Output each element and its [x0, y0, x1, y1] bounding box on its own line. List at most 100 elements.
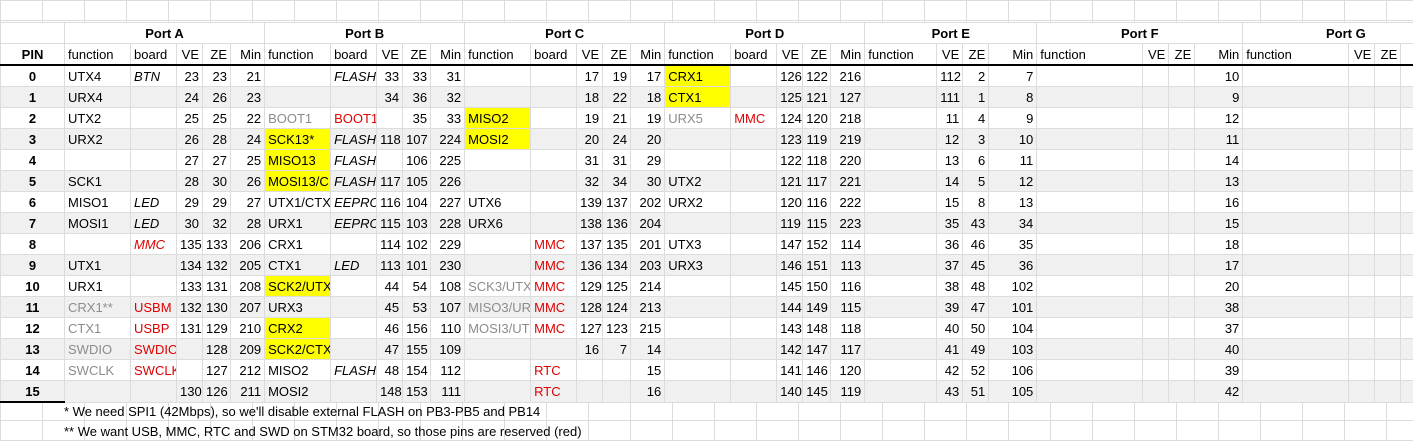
function-cell[interactable]: [865, 339, 937, 360]
board-cell[interactable]: FLASH: [331, 129, 377, 150]
ve-cell[interactable]: [1143, 129, 1169, 150]
function-cell[interactable]: [265, 65, 331, 87]
ve-cell[interactable]: 120: [777, 192, 803, 213]
ze-cell[interactable]: [1169, 150, 1195, 171]
function-cell[interactable]: [1243, 234, 1349, 255]
function-cell[interactable]: [1037, 192, 1143, 213]
min-cell[interactable]: 127: [831, 87, 865, 108]
board-cell[interactable]: [731, 234, 777, 255]
min-cell[interactable]: 142: [1401, 150, 1413, 171]
min-cell[interactable]: 120: [831, 360, 865, 381]
ve-cell[interactable]: 135: [177, 234, 203, 255]
board-cell[interactable]: [131, 108, 177, 129]
function-cell[interactable]: [465, 87, 531, 108]
board-cell[interactable]: USBP: [131, 318, 177, 339]
ve-cell[interactable]: [577, 381, 603, 403]
function-cell[interactable]: SCK2/CTX2: [265, 339, 331, 360]
ve-cell[interactable]: [1143, 339, 1169, 360]
min-cell[interactable]: 17: [631, 65, 665, 87]
min-cell[interactable]: 227: [431, 192, 465, 213]
col-header-f-ve[interactable]: VE: [1143, 44, 1169, 66]
board-cell[interactable]: [531, 65, 577, 87]
min-cell[interactable]: 12: [1195, 108, 1243, 129]
min-cell[interactable]: 23: [231, 87, 265, 108]
col-header-b-min[interactable]: Min: [431, 44, 465, 66]
function-cell[interactable]: BOOT1: [265, 108, 331, 129]
board-cell[interactable]: RTC: [531, 381, 577, 403]
min-cell[interactable]: 33: [431, 108, 465, 129]
min-cell[interactable]: 102: [989, 276, 1037, 297]
ze-cell[interactable]: 103: [403, 213, 431, 234]
board-cell[interactable]: FLASH: [331, 65, 377, 87]
col-header-f-ze[interactable]: ZE: [1169, 44, 1195, 66]
ve-cell[interactable]: 34: [377, 87, 403, 108]
ve-cell[interactable]: 44: [377, 276, 403, 297]
ve-cell[interactable]: 17: [577, 65, 603, 87]
ze-cell[interactable]: 45: [963, 255, 989, 276]
min-cell[interactable]: 141: [1401, 171, 1413, 192]
board-cell[interactable]: [331, 87, 377, 108]
min-cell[interactable]: 106: [989, 360, 1037, 381]
ve-cell[interactable]: [1349, 318, 1375, 339]
col-header-c-function[interactable]: function: [465, 44, 531, 66]
board-cell[interactable]: [531, 150, 577, 171]
min-cell[interactable]: 226: [431, 171, 465, 192]
ze-cell[interactable]: 133: [203, 234, 231, 255]
port-title-f[interactable]: Port F: [1037, 23, 1243, 44]
col-header-g-function[interactable]: function: [1243, 44, 1349, 66]
pin-cell[interactable]: 0: [1, 65, 65, 87]
board-cell[interactable]: USBM: [131, 297, 177, 318]
ve-cell[interactable]: [1143, 171, 1169, 192]
ze-cell[interactable]: [1375, 150, 1401, 171]
min-cell[interactable]: 26: [231, 171, 265, 192]
ze-cell[interactable]: 35: [403, 108, 431, 129]
function-cell[interactable]: [665, 276, 731, 297]
ze-cell[interactable]: [1169, 234, 1195, 255]
board-cell[interactable]: [731, 255, 777, 276]
function-cell[interactable]: UTX4: [65, 65, 131, 87]
ze-cell[interactable]: 153: [403, 381, 431, 403]
ze-cell[interactable]: 30: [203, 171, 231, 192]
pin-cell[interactable]: 13: [1, 339, 65, 360]
min-cell[interactable]: 15: [1195, 213, 1243, 234]
ze-cell[interactable]: 132: [203, 255, 231, 276]
ve-cell[interactable]: 16: [577, 339, 603, 360]
ve-cell[interactable]: [1143, 87, 1169, 108]
board-cell[interactable]: MMC: [531, 318, 577, 339]
ze-cell[interactable]: 126: [203, 381, 231, 403]
ve-cell[interactable]: 38: [937, 276, 963, 297]
col-header-b-ze[interactable]: ZE: [403, 44, 431, 66]
min-cell[interactable]: 35: [989, 234, 1037, 255]
ve-cell[interactable]: 140: [777, 381, 803, 403]
ve-cell[interactable]: 142: [777, 339, 803, 360]
ve-cell[interactable]: 134: [177, 255, 203, 276]
ve-cell[interactable]: 27: [177, 150, 203, 171]
ve-cell[interactable]: 47: [377, 339, 403, 360]
ze-cell[interactable]: 102: [403, 234, 431, 255]
board-cell[interactable]: MMC: [531, 234, 577, 255]
ze-cell[interactable]: [1375, 192, 1401, 213]
min-cell[interactable]: 116: [831, 276, 865, 297]
col-header-a-min[interactable]: Min: [231, 44, 265, 66]
min-cell[interactable]: 18: [1195, 234, 1243, 255]
ve-cell[interactable]: 136: [577, 255, 603, 276]
ve-cell[interactable]: 119: [777, 213, 803, 234]
min-cell[interactable]: 204: [631, 213, 665, 234]
ve-cell[interactable]: [1143, 108, 1169, 129]
pin-column-header[interactable]: PIN: [1, 44, 65, 66]
function-cell[interactable]: URX2: [665, 192, 731, 213]
board-cell[interactable]: [131, 276, 177, 297]
ze-cell[interactable]: 124: [603, 297, 631, 318]
board-cell[interactable]: [731, 192, 777, 213]
ve-cell[interactable]: [1349, 381, 1375, 403]
min-cell[interactable]: 10: [989, 129, 1037, 150]
min-cell[interactable]: 18: [631, 87, 665, 108]
board-cell[interactable]: FLASH: [331, 150, 377, 171]
ve-cell[interactable]: 126: [777, 65, 803, 87]
ve-cell[interactable]: 124: [777, 108, 803, 129]
ve-cell[interactable]: 111: [937, 87, 963, 108]
ve-cell[interactable]: [1143, 381, 1169, 403]
function-cell[interactable]: [1037, 171, 1143, 192]
function-cell[interactable]: [1037, 234, 1143, 255]
ve-cell[interactable]: 112: [937, 65, 963, 87]
